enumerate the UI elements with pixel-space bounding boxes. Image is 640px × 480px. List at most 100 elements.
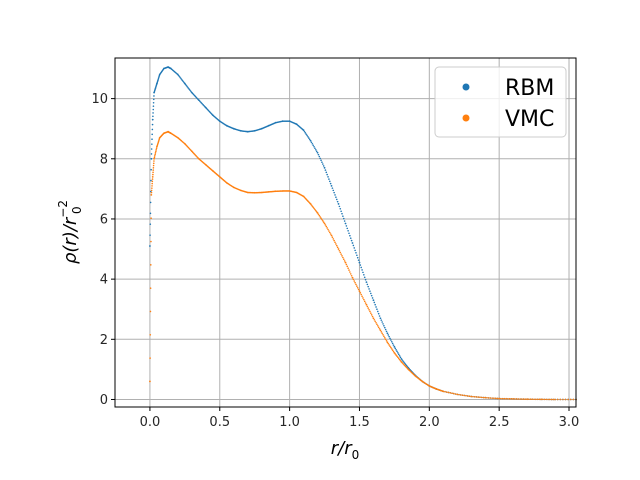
data-point-vmc — [396, 355, 398, 358]
data-point-rbm — [323, 166, 326, 169]
data-point-vmc — [535, 398, 537, 401]
data-point-rbm — [344, 222, 347, 225]
data-point-vmc — [362, 297, 364, 299]
data-point-vmc — [487, 397, 490, 399]
data-point-vmc — [572, 398, 575, 401]
data-points — [149, 66, 577, 401]
y-tick-label: 6 — [100, 212, 108, 227]
data-point-vmc — [343, 260, 346, 262]
data-point-vmc — [519, 398, 521, 400]
data-point-rbm — [309, 139, 312, 142]
series-vmc — [149, 130, 577, 401]
data-point-vmc — [324, 224, 327, 226]
data-point-rbm — [387, 334, 390, 336]
axis-ticks: 0.0 0.5 1.0 1.5 2.0 2.5 3.0 0 2 4 6 8 10 — [91, 92, 579, 430]
data-point-rbm — [349, 237, 352, 239]
data-point-vmc — [372, 317, 375, 320]
data-point-vmc — [363, 300, 366, 303]
data-point-vmc — [447, 391, 450, 394]
data-point-rbm — [391, 342, 394, 345]
data-point-vmc — [318, 214, 321, 217]
data-point-vmc — [317, 213, 320, 216]
data-point-vmc — [377, 326, 380, 329]
data-point-rbm — [371, 297, 374, 299]
data-point-vmc — [319, 216, 321, 218]
data-point-vmc — [154, 153, 156, 156]
data-point-vmc — [383, 335, 385, 338]
data-point-vmc — [514, 398, 516, 400]
data-point-rbm — [152, 101, 155, 104]
x-tick-label: 3.0 — [559, 415, 580, 430]
data-point-vmc — [327, 228, 329, 231]
data-point-vmc — [392, 350, 395, 353]
data-point-vmc — [311, 205, 314, 207]
data-point-vmc — [353, 280, 356, 282]
data-point-vmc — [442, 390, 445, 393]
data-point-vmc — [151, 187, 153, 189]
data-point-vmc — [368, 308, 370, 311]
data-point-vmc — [394, 353, 397, 355]
data-point-vmc — [528, 398, 530, 400]
data-point-vmc — [349, 271, 351, 273]
data-point-vmc — [559, 398, 562, 401]
data-point-rbm — [357, 259, 360, 261]
data-point-rbm — [150, 148, 153, 150]
y-tick-label: 10 — [91, 92, 108, 107]
data-point-vmc — [373, 318, 376, 321]
data-point-rbm — [348, 232, 350, 235]
data-point-vmc — [152, 171, 154, 174]
data-point-vmc — [335, 243, 337, 245]
data-point-vmc — [348, 269, 350, 271]
data-point-rbm — [325, 171, 328, 174]
data-point-rbm — [378, 315, 381, 317]
data-point-vmc — [331, 236, 334, 239]
data-point-vmc — [339, 251, 342, 254]
data-point-vmc — [155, 148, 158, 151]
data-point-vmc — [356, 285, 358, 287]
data-point-vmc — [375, 321, 377, 324]
data-point-vmc — [554, 398, 556, 401]
data-point-rbm — [401, 359, 404, 361]
data-point-rbm — [339, 208, 342, 210]
data-point-rbm — [310, 141, 313, 144]
data-point-vmc — [397, 357, 400, 360]
data-point-vmc — [479, 396, 481, 399]
data-point-vmc — [150, 193, 153, 196]
data-point-vmc — [360, 293, 363, 296]
y-tick-label: 8 — [100, 152, 108, 167]
data-point-rbm — [308, 137, 310, 139]
data-point-rbm — [180, 78, 183, 80]
data-point-rbm — [326, 173, 328, 176]
data-point-rbm — [356, 256, 359, 259]
data-point-rbm — [353, 247, 356, 249]
data-point-rbm — [152, 115, 154, 118]
data-point-vmc — [388, 344, 390, 346]
data-point-rbm — [402, 360, 404, 362]
data-point-vmc — [358, 290, 361, 293]
data-point-vmc — [315, 209, 317, 212]
data-point-rbm — [312, 144, 314, 147]
data-point-vmc — [503, 397, 506, 400]
data-point-vmc — [383, 337, 386, 339]
data-point-rbm — [404, 363, 407, 366]
x-tick-label: 1.5 — [349, 415, 370, 430]
data-point-vmc — [333, 239, 335, 242]
data-point-vmc — [452, 392, 455, 395]
data-point-vmc — [482, 396, 485, 399]
data-point-rbm — [320, 159, 322, 162]
legend-marker-rbm — [462, 83, 470, 91]
x-axis-label: r/r0 — [331, 438, 360, 462]
data-point-vmc — [328, 231, 331, 234]
data-point-rbm — [383, 326, 386, 329]
data-point-vmc — [340, 253, 342, 255]
data-point-rbm — [397, 353, 400, 356]
data-point-vmc — [151, 185, 153, 187]
data-point-rbm — [352, 244, 355, 247]
data-point-vmc — [322, 221, 325, 223]
data-point-rbm — [376, 308, 378, 311]
data-point-vmc — [510, 398, 513, 400]
data-point-rbm — [149, 223, 152, 226]
data-point-vmc — [152, 167, 155, 169]
data-point-rbm — [351, 242, 354, 244]
data-point-vmc — [556, 398, 559, 401]
